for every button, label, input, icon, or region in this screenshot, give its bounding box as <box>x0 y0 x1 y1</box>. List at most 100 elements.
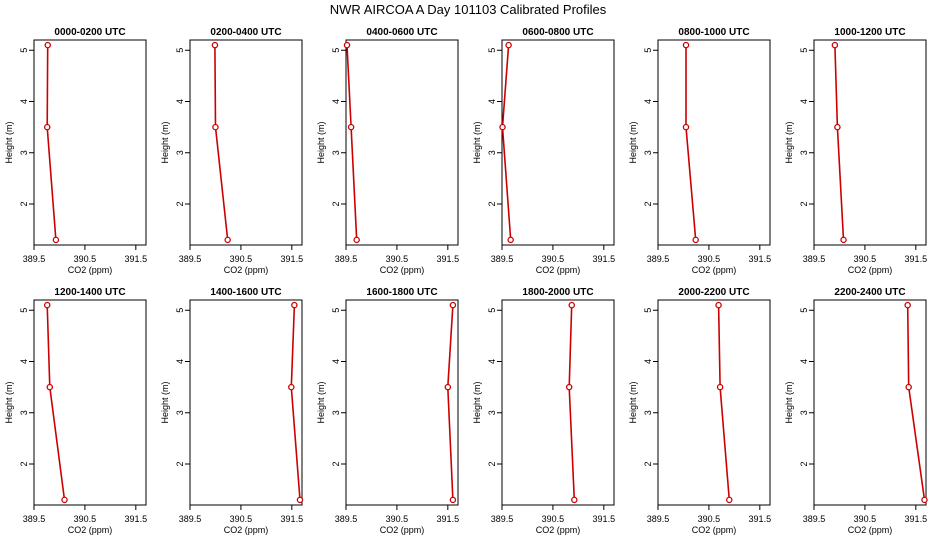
profile-point <box>840 236 847 244</box>
profile-point <box>43 301 51 309</box>
y-tick-label: 5 <box>799 308 809 313</box>
y-tick-label: 3 <box>643 150 653 155</box>
y-tick-label: 5 <box>487 48 497 53</box>
y-tick-label: 3 <box>331 150 341 155</box>
x-axis-label: CO2 (ppm) <box>224 525 269 535</box>
y-tick-label: 2 <box>175 461 185 466</box>
y-axis-label: Height (m) <box>628 121 638 163</box>
panel-title: 0400-0600 UTC <box>366 27 437 38</box>
x-tick-label: 390.5 <box>386 254 409 264</box>
x-axis-label: CO2 (ppm) <box>536 525 581 535</box>
y-tick-label: 5 <box>19 308 29 313</box>
x-axis-label: CO2 (ppm) <box>536 265 581 275</box>
x-tick-label: 389.5 <box>179 514 202 524</box>
y-tick-label: 4 <box>19 359 29 364</box>
y-tick-label: 2 <box>799 461 809 466</box>
plot-frame <box>657 299 771 506</box>
panel-title: 1200-1400 UTC <box>54 287 125 298</box>
profile-point <box>568 301 575 309</box>
profile-point <box>347 123 355 131</box>
profile-point <box>682 41 690 49</box>
x-tick-label: 389.5 <box>803 254 826 264</box>
panel-title: 1800-2000 UTC <box>522 287 593 298</box>
profile-point <box>904 301 911 309</box>
profile-point <box>52 236 60 244</box>
y-tick-label: 3 <box>331 410 341 415</box>
profile-point <box>716 383 724 391</box>
plot-frame <box>657 39 771 246</box>
profile-point <box>571 496 578 504</box>
profile-point <box>692 236 699 244</box>
y-tick-label: 3 <box>175 410 185 415</box>
profile-point <box>726 496 733 504</box>
x-tick-label: 389.5 <box>335 254 358 264</box>
x-tick-label: 390.5 <box>230 254 253 264</box>
x-tick-label: 389.5 <box>23 254 46 264</box>
panel-9: 1600-1800 UTC 389.5 390.5 391.5 CO2 (ppm) 2 3 4… <box>316 287 459 535</box>
profile-point <box>444 383 452 391</box>
profile-point <box>499 123 506 131</box>
x-tick-label: 389.5 <box>491 254 514 264</box>
x-tick-label: 391.5 <box>905 514 928 524</box>
y-axis-label: Height (m) <box>472 121 482 163</box>
panel-title: 2200-2400 UTC <box>834 287 905 298</box>
x-tick-label: 389.5 <box>647 514 670 524</box>
panel-12: 2200-2400 UTC 389.5 390.5 391.5 CO2 (ppm) 2 3 4… <box>784 287 928 535</box>
x-axis-label: CO2 (ppm) <box>848 525 893 535</box>
y-tick-label: 4 <box>643 359 653 364</box>
panel-7: 1200-1400 UTC 389.5 390.5 391.5 CO2 (ppm) 2 3 4… <box>4 287 147 535</box>
profile-line <box>290 305 301 500</box>
y-tick-label: 3 <box>19 410 29 415</box>
profile-point <box>449 301 457 309</box>
y-tick-label: 2 <box>331 201 341 206</box>
panel-title: 2000-2200 UTC <box>678 287 749 298</box>
panel-5: 0800-1000 UTC 389.5 390.5 391.5 CO2 (ppm) 2 3 4… <box>628 27 771 275</box>
profile-point <box>507 236 514 244</box>
plot-frame <box>189 299 303 506</box>
x-axis-label: CO2 (ppm) <box>68 525 113 535</box>
profile-line <box>346 45 358 240</box>
plot-frame <box>501 39 615 246</box>
y-tick-label: 4 <box>175 359 185 364</box>
profile-point <box>449 496 457 504</box>
y-tick-label: 5 <box>643 48 653 53</box>
y-tick-label: 3 <box>175 150 185 155</box>
x-axis-label: CO2 (ppm) <box>692 525 737 535</box>
profile-point <box>46 383 54 391</box>
panel-1: 0000-0200 UTC 389.5 390.5 391.5 CO2 (ppm) 2 3 4… <box>4 27 147 275</box>
x-tick-label: 390.5 <box>386 514 409 524</box>
y-tick-label: 4 <box>331 99 341 104</box>
plot-frame <box>345 39 459 246</box>
y-tick-label: 2 <box>19 201 29 206</box>
y-tick-label: 3 <box>19 150 29 155</box>
plot-frame <box>33 299 147 506</box>
x-axis-label: CO2 (ppm) <box>68 265 113 275</box>
y-tick-label: 5 <box>799 48 809 53</box>
y-tick-label: 5 <box>331 308 341 313</box>
x-tick-label: 391.5 <box>749 514 772 524</box>
x-tick-label: 391.5 <box>593 254 616 264</box>
y-tick-label: 4 <box>799 359 809 364</box>
y-tick-label: 2 <box>487 201 497 206</box>
profile-point <box>43 123 51 131</box>
x-tick-label: 389.5 <box>179 254 202 264</box>
y-axis-label: Height (m) <box>160 381 170 423</box>
panel-title: 0200-0400 UTC <box>210 27 281 38</box>
y-axis-label: Height (m) <box>316 121 326 163</box>
profile-point <box>61 496 68 504</box>
profile-point <box>565 383 573 391</box>
y-tick-label: 4 <box>175 99 185 104</box>
profile-line <box>834 45 845 240</box>
profile-point <box>505 41 512 49</box>
y-tick-label: 3 <box>487 410 497 415</box>
y-tick-label: 4 <box>487 359 497 364</box>
x-axis-label: CO2 (ppm) <box>692 265 737 275</box>
profile-point <box>715 301 722 309</box>
panel-title: 0800-1000 UTC <box>678 27 749 38</box>
x-tick-label: 390.5 <box>230 514 253 524</box>
y-tick-label: 2 <box>643 461 653 466</box>
y-tick-label: 3 <box>643 410 653 415</box>
profile-line <box>685 45 697 240</box>
x-tick-label: 390.5 <box>542 514 565 524</box>
y-tick-label: 5 <box>487 308 497 313</box>
